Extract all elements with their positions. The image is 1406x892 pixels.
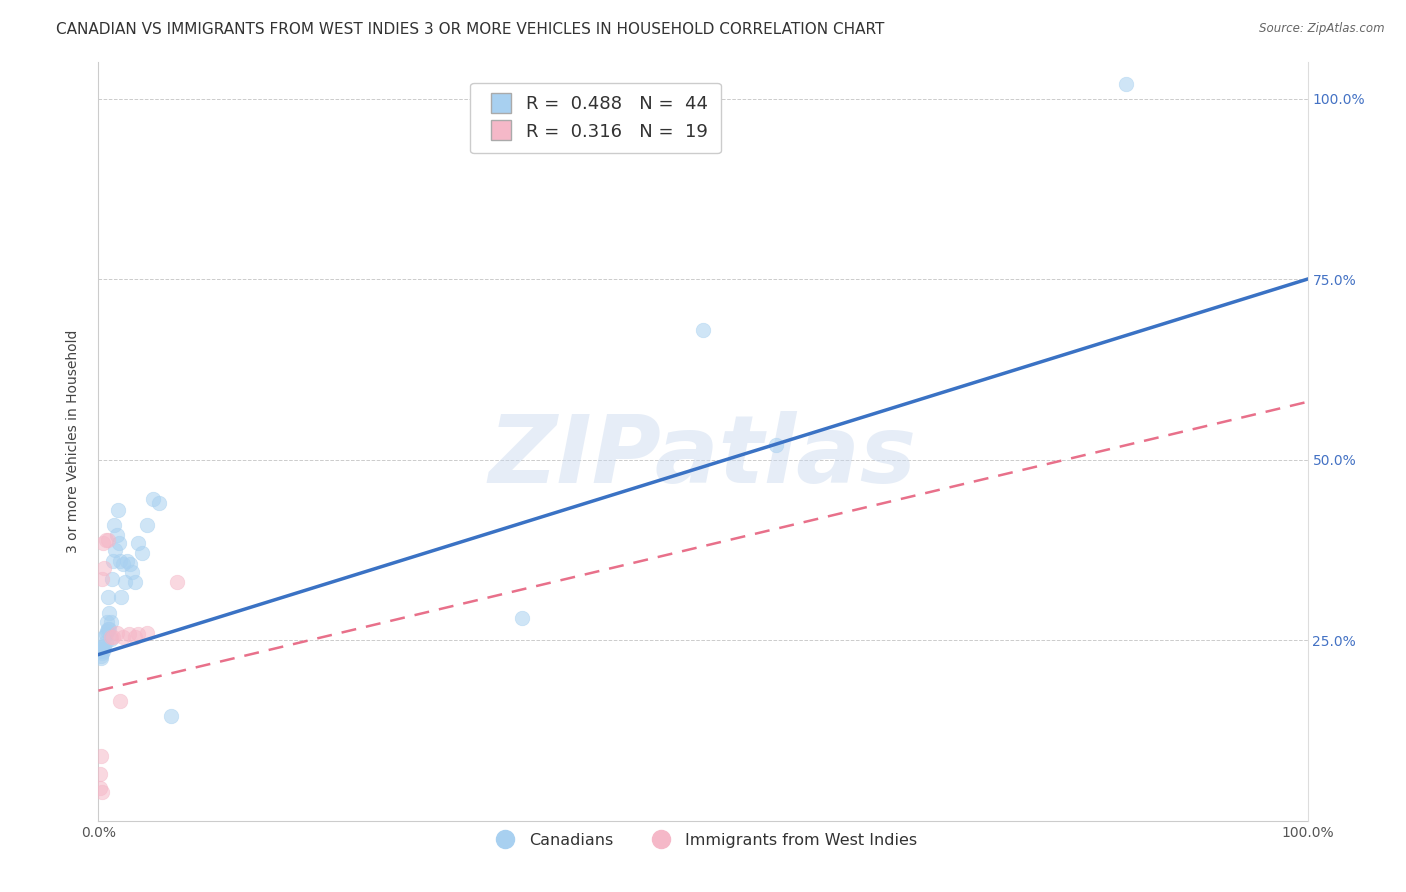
Point bbox=[91, 785, 114, 799]
Point bbox=[100, 572, 122, 586]
Point bbox=[97, 622, 120, 636]
Point bbox=[148, 496, 170, 510]
Point bbox=[100, 630, 122, 644]
Point bbox=[91, 641, 114, 656]
Point bbox=[91, 644, 114, 658]
Point bbox=[104, 542, 127, 557]
Point bbox=[100, 615, 122, 629]
Point bbox=[118, 558, 141, 572]
Point bbox=[117, 554, 139, 568]
Point bbox=[111, 558, 134, 572]
Point bbox=[97, 533, 120, 548]
Point bbox=[93, 639, 115, 653]
Point bbox=[91, 640, 114, 655]
Text: CANADIAN VS IMMIGRANTS FROM WEST INDIES 3 OR MORE VEHICLES IN HOUSEHOLD CORRELAT: CANADIAN VS IMMIGRANTS FROM WEST INDIES … bbox=[56, 22, 884, 37]
Point bbox=[166, 575, 188, 590]
Point bbox=[103, 517, 125, 532]
Point bbox=[107, 503, 129, 517]
Point bbox=[111, 630, 134, 644]
Legend: Canadians, Immigrants from West Indies: Canadians, Immigrants from West Indies bbox=[482, 827, 924, 855]
Point bbox=[96, 615, 118, 629]
Point bbox=[93, 630, 115, 644]
Point bbox=[118, 627, 141, 641]
Point bbox=[90, 748, 112, 763]
Point bbox=[131, 546, 153, 560]
Point bbox=[135, 626, 157, 640]
Point bbox=[160, 709, 183, 723]
Point bbox=[98, 622, 121, 636]
Point bbox=[692, 323, 714, 337]
Point bbox=[765, 438, 787, 452]
Point bbox=[91, 535, 114, 549]
Point bbox=[94, 533, 117, 548]
Point bbox=[105, 528, 128, 542]
Point bbox=[94, 627, 117, 641]
Point bbox=[1115, 77, 1137, 91]
Point bbox=[94, 634, 117, 648]
Point bbox=[101, 554, 124, 568]
Point bbox=[110, 590, 132, 604]
Point bbox=[105, 626, 128, 640]
Point bbox=[89, 644, 111, 658]
Point bbox=[114, 575, 136, 590]
Point bbox=[98, 606, 121, 620]
Point bbox=[121, 565, 143, 579]
Text: Source: ZipAtlas.com: Source: ZipAtlas.com bbox=[1260, 22, 1385, 36]
Point bbox=[127, 627, 149, 641]
Point bbox=[96, 624, 118, 639]
Y-axis label: 3 or more Vehicles in Household: 3 or more Vehicles in Household bbox=[66, 330, 80, 553]
Point bbox=[127, 535, 149, 549]
Point bbox=[89, 766, 111, 780]
Point bbox=[97, 590, 120, 604]
Point bbox=[108, 694, 131, 708]
Point bbox=[124, 575, 146, 590]
Point bbox=[91, 572, 114, 586]
Point bbox=[510, 611, 533, 625]
Point bbox=[108, 535, 131, 549]
Point bbox=[124, 630, 146, 644]
Point bbox=[100, 632, 122, 646]
Point bbox=[89, 781, 111, 796]
Point bbox=[108, 554, 131, 568]
Point bbox=[142, 492, 165, 507]
Text: ZIPatlas: ZIPatlas bbox=[489, 410, 917, 503]
Point bbox=[135, 517, 157, 532]
Point bbox=[93, 561, 115, 575]
Point bbox=[101, 630, 124, 644]
Point bbox=[90, 651, 112, 665]
Point bbox=[90, 648, 112, 663]
Point bbox=[91, 646, 114, 660]
